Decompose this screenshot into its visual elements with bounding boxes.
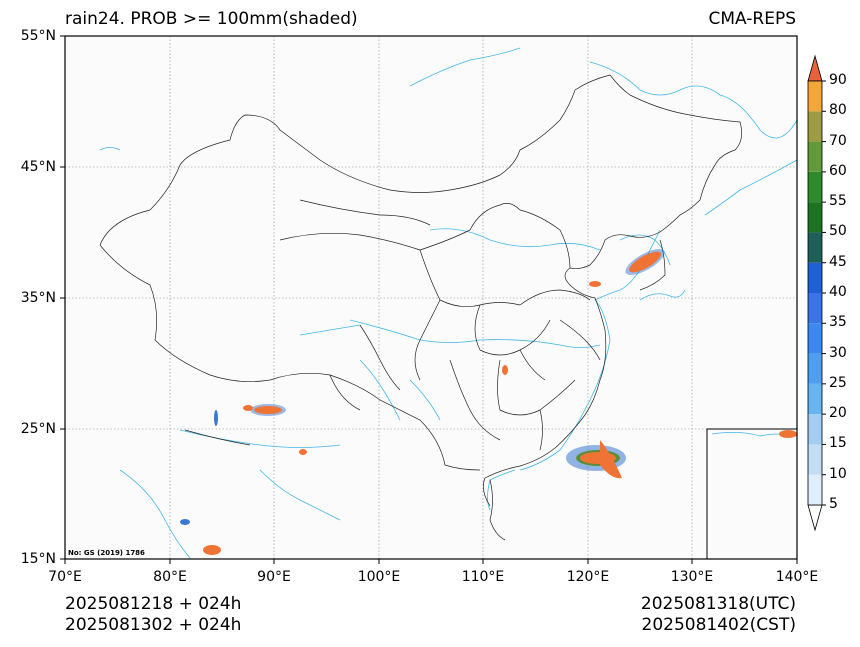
model-name: CMA-REPS [708, 9, 796, 29]
map-title: rain24. PROB >= 100mm(shaded) [65, 9, 358, 29]
colorbar-label: 20 [829, 405, 847, 422]
rain-area-shandong [589, 281, 601, 287]
rain-area-tibet-west [243, 405, 253, 411]
colorbar-label: 70 [829, 132, 847, 149]
colorbar-cell [808, 293, 822, 324]
colorbar [807, 54, 826, 532]
rain-probability-areas [180, 249, 665, 555]
colorbar-cell [808, 323, 822, 354]
review-number: No: GS (2019) 1786 [68, 549, 145, 557]
colorbar-label: 10 [829, 465, 847, 482]
inset-rain-area [779, 430, 797, 438]
colorbar-cell [808, 383, 822, 415]
colorbar-label: 90 [829, 72, 847, 88]
rain-area-east-tail [600, 440, 622, 479]
colorbar-label: 25 [829, 374, 847, 391]
colorbar-extend-max [807, 54, 823, 82]
admin-borders [99, 74, 742, 541]
colorbar-cell [808, 232, 822, 263]
colorbar-label: 35 [829, 314, 847, 331]
colorbar-cell [808, 141, 822, 172]
lon-label-100: 100°E [357, 569, 401, 585]
lon-label-70: 70°E [48, 569, 82, 585]
lat-label-45: 45°N [20, 159, 56, 175]
colorbar-cell [808, 414, 822, 445]
colorbar-cell [808, 444, 822, 475]
lon-label-140: 140°E [775, 569, 819, 585]
rain-area-central [502, 365, 508, 375]
rain-area-bay-of-bengal [203, 545, 221, 555]
colorbar-label: 15 [829, 435, 847, 452]
graticule [65, 36, 797, 559]
lat-label-15: 15°N [20, 551, 56, 567]
colorbar-extend-min [807, 504, 823, 532]
south-china-sea-inset [706, 428, 798, 560]
lon-label-120: 120°E [566, 569, 610, 585]
lat-label-35: 35°N [20, 290, 56, 306]
footer-left: 2025081218 + 024h 2025081302 + 024h [65, 594, 241, 636]
colorbar-cell [808, 353, 822, 384]
colorbar-cell [808, 202, 822, 233]
rain-area-west-strip [214, 410, 218, 426]
footer-right: 2025081318(UTC) 2025081402(CST) [641, 594, 796, 636]
axis-ticks [60, 35, 798, 564]
rain-area-yellow-sea-core [629, 251, 661, 273]
valid-time-cst: 2025081402(CST) [641, 615, 796, 635]
colorbar-label: 80 [829, 102, 847, 119]
lon-label-80: 80°E [153, 569, 187, 585]
rain-area-south-west [180, 519, 190, 525]
colorbar-cell [808, 262, 822, 293]
lon-label-90: 90°E [257, 569, 291, 585]
colorbar-label: 5 [829, 496, 838, 512]
colorbar-label: 50 [829, 223, 847, 240]
colorbar-label: 45 [829, 253, 847, 270]
init-time-cst: 2025081302 + 024h [65, 615, 242, 635]
colorbar-label: 55 [829, 193, 847, 210]
lat-label-55: 55°N [20, 28, 56, 44]
rain-area-tibet-core [254, 406, 282, 414]
rain-area-yunnan [299, 449, 307, 455]
colorbar-cell [808, 111, 822, 142]
colorbar-cell [808, 171, 822, 203]
colorbar-cell [808, 474, 822, 505]
colorbar-label: 60 [829, 162, 847, 179]
colorbar-label: 30 [829, 344, 847, 361]
init-time-utc: 2025081218 + 024h [65, 594, 242, 614]
colorbar-label: 40 [829, 284, 847, 300]
colorbar-cell [808, 81, 822, 112]
lon-label-110: 110°E [461, 569, 505, 585]
lat-label-25: 25°N [20, 421, 56, 437]
valid-time-utc: 2025081318(UTC) [640, 594, 796, 614]
lon-label-130: 130°E [670, 569, 714, 585]
